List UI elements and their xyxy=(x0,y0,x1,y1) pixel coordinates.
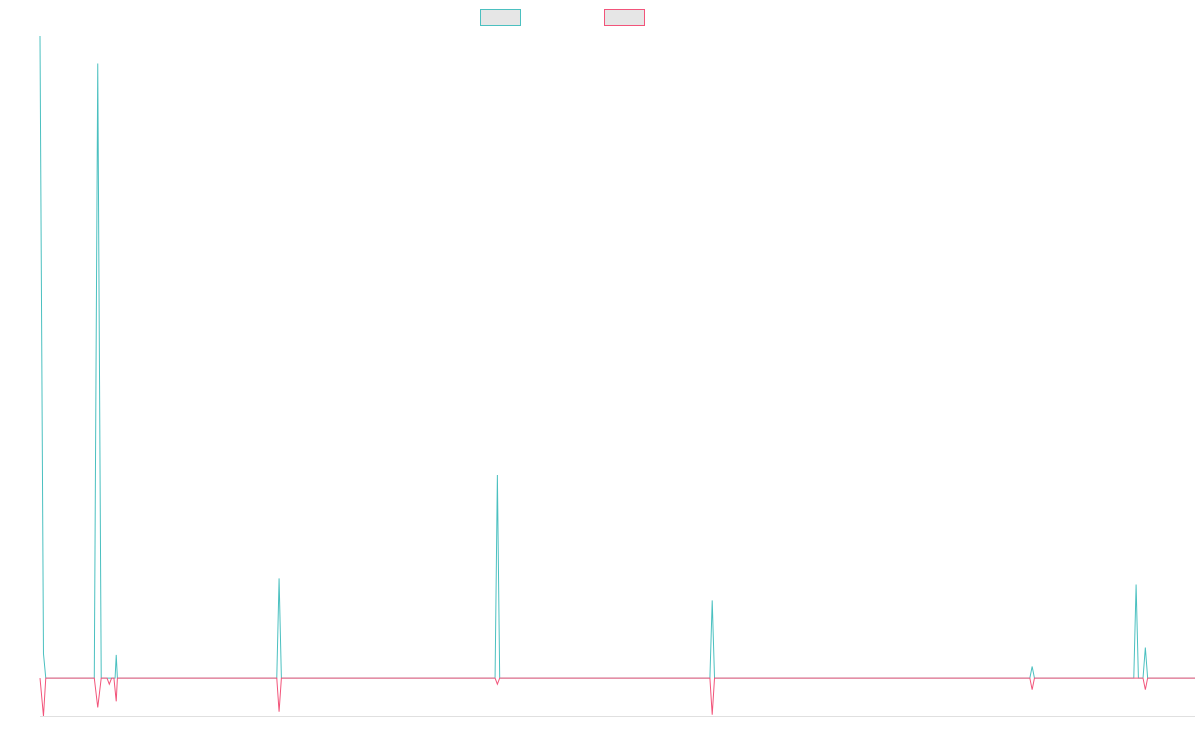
legend-swatch-series-2[interactable] xyxy=(604,9,645,26)
chart-legend xyxy=(480,9,645,26)
series-line-2 xyxy=(39,677,1195,717)
legend-swatch-series-1[interactable] xyxy=(480,9,521,26)
series-layer xyxy=(39,35,1195,717)
series-line-1 xyxy=(39,35,1195,679)
